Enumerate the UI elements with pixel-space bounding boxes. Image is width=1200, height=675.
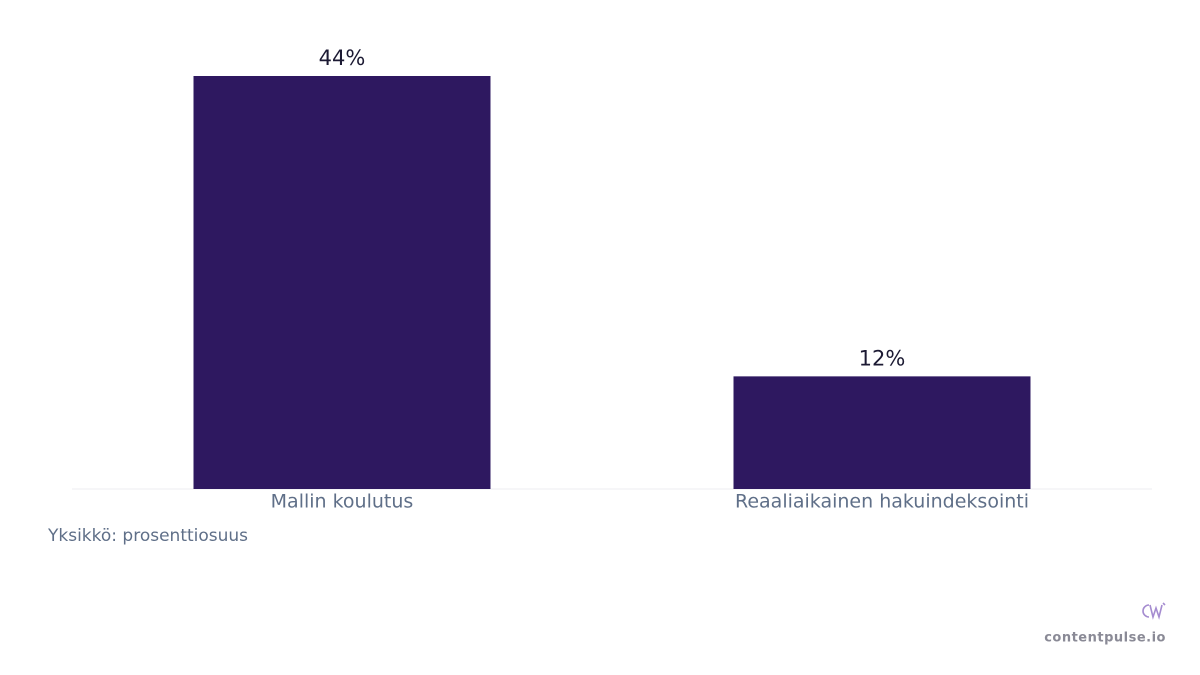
x-tick-label: Reaaliaikainen hakuindeksointi [735,491,1029,513]
value-label: 44% [319,46,366,70]
bar [193,76,491,489]
unit-note: Yksikkö: prosenttiosuus [47,526,248,546]
brand-name: contentpulse.io [1044,631,1166,646]
value-label: 12% [859,346,906,370]
bar [733,376,1031,489]
brand-logo [1142,602,1166,620]
x-tick-label: Mallin koulutus [271,491,414,513]
